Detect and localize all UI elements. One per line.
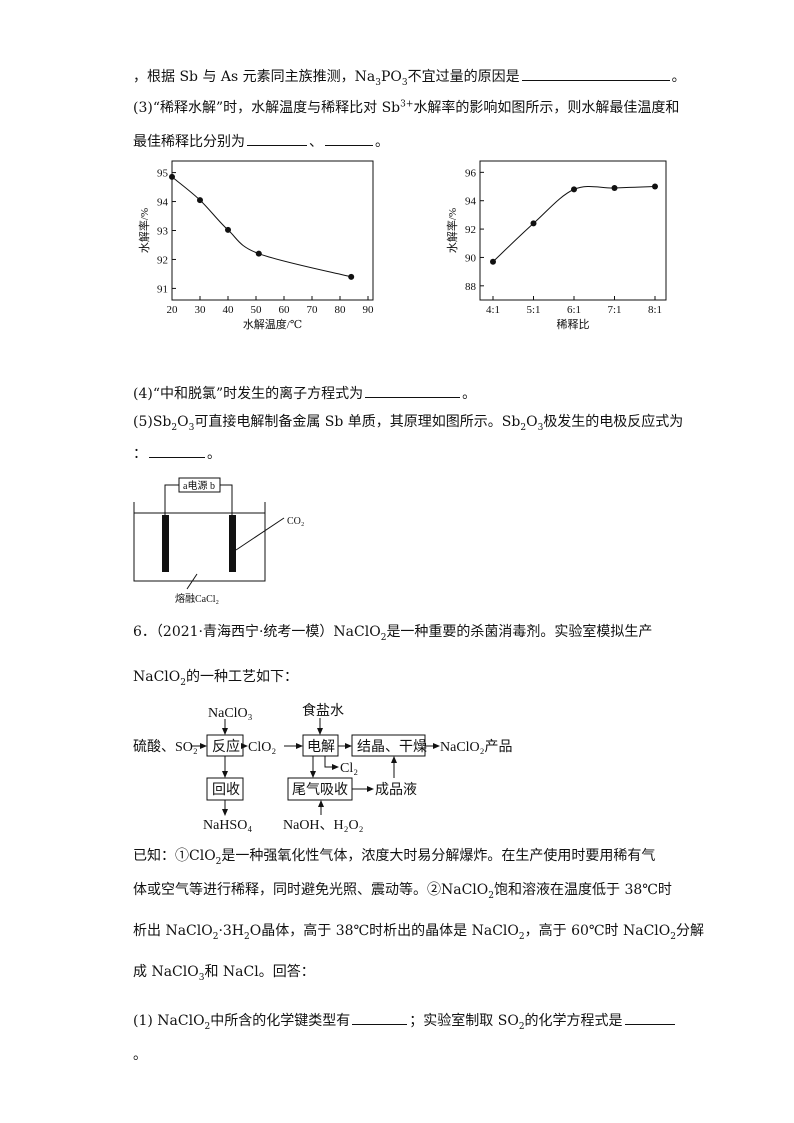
product-label: NaClO₂产品 (440, 739, 513, 755)
product-liquid-label: 成品液 (375, 782, 417, 798)
y-tick-label: 91 (157, 283, 168, 295)
temperature-chart: 91 92 93 94 95 20 30 40 50 60 70 80 90 水解温度/℃ 水解率/% (137, 160, 375, 331)
text-line: 成 NaClO3和 NaCl。回答： (133, 964, 315, 983)
x-tick-label: 70 (307, 304, 319, 316)
container (133, 502, 266, 582)
process-flowchart: NaClO₃ 硫酸、SO₂ 反应 ClO₂ 食盐水 电解 结晶、干燥 NaClO… (133, 702, 513, 833)
leader-line (235, 517, 285, 551)
y-tick-label: 92 (465, 224, 476, 236)
y-tick-label: 93 (157, 226, 169, 238)
cl2-label: Cl₂ (340, 761, 358, 776)
data-point (652, 183, 658, 190)
co2-label: CO₂ (287, 516, 304, 527)
text-line: 最佳稀释比分别为、。 (133, 131, 389, 151)
electrolysis-diagram: a电源 b CO₂ 熔融CaCl₂ (133, 477, 304, 605)
y-tick-label: 96 (465, 167, 477, 179)
x-tick-label: 20 (167, 304, 179, 316)
y-tick-label: 94 (157, 197, 169, 209)
x-tick-label: 4:1 (486, 304, 500, 316)
right-electrode (229, 515, 236, 572)
nahso4-label: NaHSO₄ (203, 818, 252, 833)
text-line: 。 (133, 1047, 147, 1063)
x-tick-label: 80 (335, 304, 347, 316)
y-axis-label: 水解率/% (445, 208, 459, 253)
x-tick-label: 50 (251, 304, 263, 316)
known-info: 已知：①ClO2是一种强氧化性气体，浓度大时易分解爆炸。在生产使用时要用稀有气 (133, 848, 656, 867)
data-point (571, 186, 577, 193)
feed-label: 硫酸、SO₂ (133, 739, 198, 755)
x-tick-label: 8:1 (648, 304, 662, 316)
data-point (348, 273, 355, 280)
power-label: a电源 b (183, 479, 215, 492)
x-tick-label: 60 (279, 304, 291, 316)
y-tick-label: 92 (157, 254, 168, 266)
question-6: 6．（2021·青海西宁·统考一模）NaClO2是一种重要的杀菌消毒剂。实验室模… (133, 624, 653, 643)
x-tick-label: 6:1 (567, 304, 581, 316)
wire (220, 484, 233, 515)
y-tick-label: 90 (465, 252, 477, 264)
data-point (490, 258, 496, 265)
data-point (197, 197, 203, 204)
reaction-box-label: 反应 (212, 738, 240, 755)
data-point (255, 250, 262, 257)
y-axis-label: 水解率/% (137, 208, 151, 253)
x-tick-label: 30 (195, 304, 207, 316)
question-4: (4)“中和脱氯”时发生的离子方程式为。 (133, 383, 476, 403)
answer-blank[interactable] (149, 443, 205, 458)
y-tick-label: 94 (465, 196, 477, 208)
recovery-box-label: 回收 (212, 782, 240, 798)
data-point (225, 226, 231, 233)
x-tick-label: 7:1 (607, 304, 621, 316)
answer-blank[interactable] (624, 1010, 675, 1025)
text-line: 体或空气等进行稀释，同时避免光照、震动等。②NaClO2饱和溶液在温度低于 38… (133, 882, 672, 901)
dilution-chart: 88 90 92 94 96 4:1 5:1 6:1 7:1 8:1 稀释比 水解率/% (445, 160, 667, 331)
data-point (169, 173, 175, 180)
answer-blank[interactable] (365, 383, 461, 398)
data-point (611, 184, 618, 191)
y-tick-label: 95 (157, 168, 169, 180)
tail-gas-box-label: 尾气吸收 (292, 782, 348, 798)
y-tick-label: 88 (465, 281, 477, 293)
question-5: (5)Sb2O3可直接电解制备金属 Sb 单质，其原理如图所示。Sb2O3极发生… (133, 414, 684, 433)
answer-blank[interactable] (521, 66, 670, 81)
x-tick-label: 90 (363, 304, 375, 316)
x-axis-label: 水解温度/℃ (243, 317, 302, 331)
answer-blank[interactable] (325, 131, 373, 146)
text-line: ：。 (133, 443, 221, 463)
x-axis-label: 稀释比 (557, 318, 590, 331)
answer-blank[interactable] (352, 1010, 408, 1025)
question-3: (3)“稀释水解”时，水解温度与稀释比对 Sb3+水解率的影响如图所示，则水解最… (133, 99, 680, 116)
naoh-h2o2-label: NaOH、H₂O₂ (283, 818, 364, 833)
x-tick-label: 40 (223, 304, 235, 316)
clo2-label: ClO₂ (248, 740, 276, 755)
electrolysis-box-label: 电解 (307, 739, 335, 755)
data-point (530, 220, 537, 227)
naclo3-label: NaClO₃ (208, 706, 253, 721)
flow-arrows (192, 718, 440, 816)
molten-cacl2-label: 熔融CaCl₂ (175, 592, 219, 605)
brine-label: 食盐水 (302, 702, 344, 719)
text-line: 析出 NaClO2·3H2O晶体，高于 38℃时析出的晶体是 NaClO2，高于… (133, 923, 704, 942)
wire (164, 484, 179, 515)
leader-line (186, 573, 198, 590)
crystallize-box-label: 结晶、干燥 (357, 739, 427, 755)
sub-question-1: (1) NaClO2中所含的化学键类型有 ；实验室制取 SO2的化学方程式是 (133, 1010, 677, 1031)
plot-frame (479, 160, 667, 301)
text-line: NaClO2的一种工艺如下： (133, 669, 298, 688)
answer-blank[interactable] (247, 131, 307, 146)
left-electrode (162, 515, 169, 572)
text-line: ，根据 Sb 与 As 元素同主族推测，Na3PO3不宜过量的原因是。 (133, 66, 686, 87)
x-tick-label: 5:1 (526, 304, 540, 316)
